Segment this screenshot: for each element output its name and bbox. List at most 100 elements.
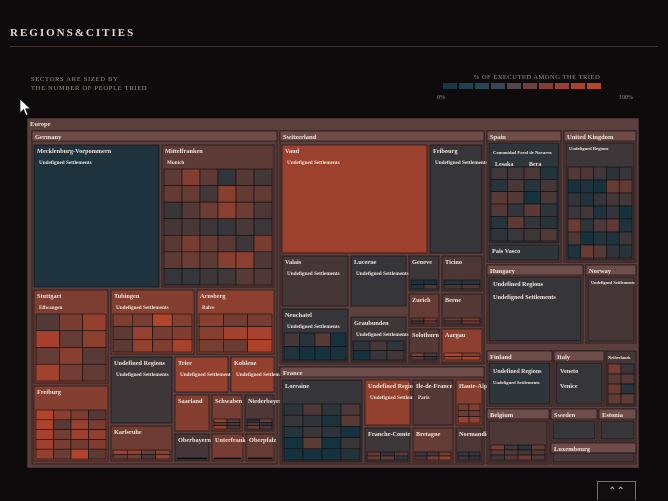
treemap-settlement-cell[interactable] [490, 444, 505, 451]
treemap-settlement-cell[interactable] [507, 203, 525, 217]
treemap-settlement-cell[interactable] [321, 426, 342, 438]
treemap-settlement-cell[interactable] [53, 419, 72, 430]
treemap-settlement-cell[interactable] [394, 451, 409, 457]
treemap-settlement-cell[interactable] [259, 458, 273, 460]
treemap-region-cell[interactable] [488, 244, 560, 261]
treemap-settlement-cell[interactable] [517, 444, 532, 451]
treemap-settlement-cell[interactable] [88, 448, 107, 460]
treemap-region-cell[interactable] [552, 452, 635, 463]
treemap-settlement-cell[interactable] [423, 279, 438, 285]
treemap-settlement-cell[interactable] [152, 339, 173, 353]
treemap-settlement-cell[interactable] [607, 373, 622, 385]
treemap-settlement-cell[interactable] [468, 410, 481, 417]
treemap-country-header[interactable] [553, 350, 605, 362]
treemap-settlement-cell[interactable] [59, 347, 83, 365]
treemap-country-header[interactable] [486, 408, 550, 420]
treemap-settlement-cell[interactable] [517, 454, 532, 461]
treemap-settlement-cell[interactable] [606, 244, 620, 259]
treemap-settlement-cell[interactable] [217, 201, 237, 220]
treemap-settlement-cell[interactable] [227, 458, 242, 460]
treemap-settlement-cell[interactable] [253, 201, 273, 220]
treemap-settlement-cell[interactable] [246, 425, 260, 430]
treemap-settlement-cell[interactable] [366, 451, 381, 457]
treemap-chart[interactable]: Europe Germany Mecklenburg-Vorpommern Undef… [27, 118, 639, 468]
treemap-settlement-cell[interactable] [443, 284, 463, 290]
treemap-region-cell[interactable] [587, 276, 635, 342]
treemap-country-header[interactable] [598, 408, 637, 420]
treemap-country-header[interactable] [486, 130, 562, 142]
treemap-settlement-cell[interactable] [181, 185, 201, 203]
treemap-country-header[interactable] [563, 130, 637, 142]
treemap-settlement-cell[interactable] [386, 340, 405, 351]
treemap-country-header[interactable] [31, 130, 278, 142]
treemap-settlement-cell[interactable] [457, 416, 470, 424]
treemap-settlement-cell[interactable] [461, 352, 481, 357]
treemap-settlement-cell[interactable] [198, 326, 224, 340]
treemap-region-cell[interactable] [364, 379, 411, 426]
treemap-settlement-cell[interactable] [199, 268, 219, 286]
treemap-settlement-cell[interactable] [410, 317, 425, 322]
treemap-settlement-cell[interactable] [523, 228, 541, 242]
treemap-settlement-cell[interactable] [132, 339, 153, 353]
treemap-settlement-cell[interactable] [314, 346, 331, 361]
treemap-settlement-cell[interactable] [443, 317, 463, 322]
treemap-settlement-cell[interactable] [235, 218, 255, 236]
treemap-settlement-cell[interactable] [620, 383, 635, 395]
treemap-settlement-cell[interactable] [468, 416, 481, 424]
treemap-settlement-cell[interactable] [507, 216, 525, 229]
treemap-settlement-cell[interactable] [283, 437, 304, 450]
treemap-settlement-cell[interactable] [199, 234, 219, 253]
treemap-settlement-cell[interactable] [223, 339, 248, 353]
treemap-region-cell[interactable] [230, 356, 275, 393]
treemap-settlement-cell[interactable] [340, 437, 361, 450]
treemap-settlement-cell[interactable] [198, 313, 224, 327]
treemap-settlement-cell[interactable] [443, 320, 463, 325]
treemap-settlement-cell[interactable] [507, 191, 525, 205]
treemap-settlement-cell[interactable] [580, 179, 594, 194]
treemap-settlement-cell[interactable] [593, 244, 607, 259]
treemap-settlement-cell[interactable] [171, 313, 193, 327]
treemap-settlement-cell[interactable] [132, 313, 153, 327]
treemap-region-cell[interactable] [110, 356, 173, 424]
treemap-settlement-cell[interactable] [423, 356, 438, 361]
treemap-settlement-cell[interactable] [468, 403, 481, 411]
treemap-settlement-cell[interactable] [504, 449, 519, 456]
treemap-settlement-cell[interactable] [70, 448, 89, 460]
treemap-settlement-cell[interactable] [53, 439, 72, 450]
treemap-settlement-cell[interactable] [531, 444, 546, 451]
treemap-settlement-cell[interactable] [567, 244, 582, 259]
treemap-settlement-cell[interactable] [443, 356, 463, 361]
treemap-settlement-cell[interactable] [461, 317, 481, 322]
treemap-settlement-cell[interactable] [112, 449, 128, 455]
treemap-settlement-cell[interactable] [163, 234, 183, 253]
treemap-settlement-cell[interactable] [163, 218, 183, 236]
treemap-region-cell[interactable] [211, 433, 244, 462]
treemap-settlement-cell[interactable] [540, 179, 558, 192]
treemap-settlement-cell[interactable] [235, 234, 255, 253]
treemap-settlement-cell[interactable] [567, 231, 582, 246]
treemap-settlement-cell[interactable] [152, 313, 173, 327]
treemap-settlement-cell[interactable] [490, 179, 508, 192]
treemap-settlement-cell[interactable] [283, 426, 304, 438]
treemap-settlement-cell[interactable] [181, 268, 201, 286]
treemap-settlement-cell[interactable] [606, 192, 620, 207]
treemap-settlement-cell[interactable] [414, 451, 428, 457]
treemap-settlement-cell[interactable] [593, 218, 607, 233]
treemap-settlement-cell[interactable] [380, 451, 395, 457]
treemap-settlement-cell[interactable] [410, 352, 425, 357]
treemap-settlement-cell[interactable] [171, 339, 193, 353]
treemap-settlement-cell[interactable] [443, 352, 463, 357]
treemap-settlement-cell[interactable] [606, 166, 620, 181]
treemap-settlement-cell[interactable] [181, 218, 201, 236]
treemap-settlement-cell[interactable] [426, 451, 440, 457]
treemap-settlement-cell[interactable] [593, 205, 607, 220]
treemap-settlement-cell[interactable] [299, 332, 316, 347]
treemap-settlement-cell[interactable] [35, 448, 54, 460]
treemap-settlement-cell[interactable] [226, 422, 241, 426]
treemap-settlement-cell[interactable] [438, 451, 452, 457]
treemap-settlement-cell[interactable] [141, 454, 157, 460]
treemap-settlement-cell[interactable] [112, 454, 128, 460]
treemap-settlement-cell[interactable] [490, 228, 508, 242]
treemap-settlement-cell[interactable] [82, 313, 107, 332]
treemap-settlement-cell[interactable] [540, 228, 558, 242]
